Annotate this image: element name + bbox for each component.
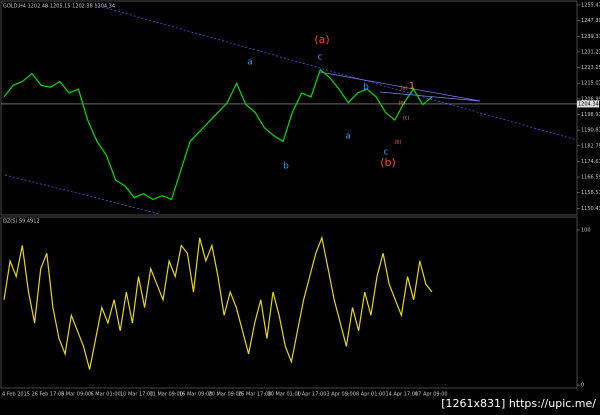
x-tick-label: 4 Feb 2015 [2, 392, 30, 398]
series-line [3, 235, 433, 370]
wave-label: c [384, 148, 389, 158]
wave-label: (c) [403, 116, 410, 122]
series-line [3, 68, 433, 201]
x-tick-label: 8 Apr 01:00 [356, 392, 385, 398]
y-tick-label: 1158.51 [581, 190, 600, 196]
y-tick-label: 1223.15 [581, 65, 600, 71]
x-tick-label: 14 Apr 17:00 [386, 392, 419, 398]
wave-label: b [283, 162, 289, 172]
current-price-box [577, 100, 599, 108]
trend-line [319, 71, 481, 102]
indicator-panel [0, 216, 578, 389]
wave-label: (b) [398, 101, 405, 107]
wave-label: (a) [314, 33, 329, 46]
x-tick-label: 10 Mar 17:00 [120, 392, 153, 398]
trend-channel [94, 4, 578, 141]
y-tick-label: 1166.59 [581, 175, 600, 181]
wave-label: b [363, 83, 369, 93]
y-tick-label: 1206.99 [581, 96, 600, 102]
current-price-label: 1204.34 [578, 101, 599, 107]
y-tick-label: 1255.47 [581, 2, 600, 8]
x-tick-label: 25 Mar 17:00 [238, 392, 271, 398]
wave-label: (a) [401, 86, 408, 92]
x-tick-label: 26 Feb 17:00 [32, 392, 65, 398]
y-tick-label: 1247.39 [581, 18, 600, 24]
y-tick-label: 1239.31 [581, 34, 600, 40]
wave-label: (b) [394, 140, 401, 146]
x-tick-label: 1 Apr 17:00 [297, 392, 326, 398]
x-tick-label: 17 Apr 09:00 [415, 392, 448, 398]
y-tick-label: 1215.07 [581, 81, 600, 87]
main-panel [0, 0, 578, 216]
y-tick-label: 1231.23 [581, 49, 600, 55]
y-tick-label: 1190.83 [581, 128, 600, 134]
x-tick-label: 3 Apr 09:00 [327, 392, 356, 398]
x-tick-label: 30 Mar 01:00 [268, 392, 301, 398]
indicator-title: DZ(5) 59.4912 [3, 219, 40, 225]
y-tick-label: 1150.43 [581, 206, 600, 212]
y-tick-label: 0 [581, 383, 584, 389]
trend-channel [4, 174, 161, 215]
x-tick-label: 6 Mar 01:00 [91, 392, 121, 398]
y-tick-label: 100 [581, 228, 591, 234]
wave-label: (b) [380, 156, 396, 169]
trend-line [379, 91, 481, 102]
x-tick-label: 16 Mar 09:00 [179, 392, 212, 398]
wave-label: a [247, 58, 253, 68]
watermark: [1261x831] https://upic.me/ [441, 397, 596, 410]
y-tick-label: 1174.67 [581, 159, 600, 165]
y-tick-label: 1198.91 [581, 112, 600, 118]
wave-label: a [345, 132, 351, 142]
wave-label: c [318, 53, 323, 63]
x-tick-label: 11 Mar 09:00 [150, 392, 183, 398]
y-tick-label: 1182.75 [581, 143, 600, 149]
x-tick-label: 20 Mar 09:00 [209, 392, 242, 398]
main-title: GOLD,H4 1202.48 1205.15 1202.38 1204.34 [3, 4, 115, 10]
x-tick-label: 5 Mar 09:00 [61, 392, 91, 398]
wave-label: 1 [409, 82, 415, 92]
